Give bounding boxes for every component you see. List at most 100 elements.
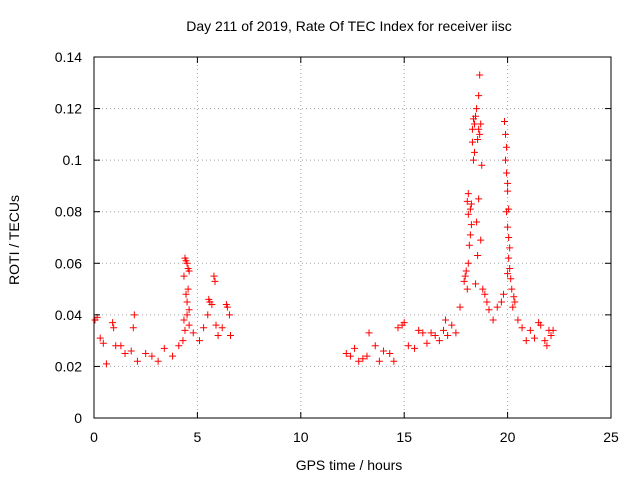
data-point xyxy=(472,112,480,120)
x-tick-label: 25 xyxy=(603,429,619,445)
data-point xyxy=(469,156,477,164)
data-point xyxy=(363,352,371,360)
data-point xyxy=(503,143,511,151)
data-point xyxy=(471,120,479,128)
data-point xyxy=(102,360,110,368)
data-point xyxy=(467,221,475,229)
data-point xyxy=(475,125,483,133)
x-tick-label: 20 xyxy=(500,429,516,445)
data-point xyxy=(154,357,162,365)
data-point xyxy=(427,329,435,337)
data-point xyxy=(189,329,197,337)
x-tick-label: 15 xyxy=(396,429,412,445)
data-point xyxy=(415,326,423,334)
data-point xyxy=(423,339,431,347)
data-point xyxy=(461,272,469,280)
data-point xyxy=(474,252,482,260)
data-point xyxy=(489,316,497,324)
x-tick-label: 10 xyxy=(293,429,309,445)
data-point xyxy=(99,339,107,347)
data-point xyxy=(452,329,460,337)
data-point xyxy=(478,161,486,169)
data-point xyxy=(506,244,514,252)
data-point xyxy=(507,275,515,283)
data-point xyxy=(468,138,476,146)
data-point xyxy=(183,311,191,319)
data-point xyxy=(110,324,118,332)
data-point xyxy=(537,321,545,329)
data-point xyxy=(508,285,516,293)
y-tick-label: 0.02 xyxy=(55,358,82,374)
data-point xyxy=(346,352,354,360)
data-point xyxy=(473,105,481,113)
data-point xyxy=(355,357,363,365)
data-point xyxy=(160,344,168,352)
data-point xyxy=(462,267,470,275)
data-point xyxy=(117,342,125,350)
data-point xyxy=(504,187,512,195)
data-point xyxy=(505,254,513,262)
data-point xyxy=(448,321,456,329)
data-point xyxy=(467,200,475,208)
data-point xyxy=(503,208,511,216)
data-point xyxy=(483,298,491,306)
data-point xyxy=(456,303,464,311)
data-point xyxy=(464,259,472,267)
data-point xyxy=(502,130,510,138)
data-point xyxy=(180,316,188,324)
data-point xyxy=(431,331,439,339)
data-point xyxy=(466,231,474,239)
data-point xyxy=(503,169,511,177)
y-tick-label: 0.14 xyxy=(55,49,82,65)
chart-title: Day 211 of 2019, Rate Of TEC Index for r… xyxy=(186,18,512,34)
y-tick-label: 0.08 xyxy=(55,204,82,220)
x-axis-label: GPS time / hours xyxy=(296,457,403,473)
data-point xyxy=(511,298,519,306)
data-point xyxy=(180,272,188,280)
data-point xyxy=(400,319,408,327)
data-point xyxy=(549,326,557,334)
data-point xyxy=(182,290,190,298)
data-point xyxy=(394,324,402,332)
data-point xyxy=(476,71,484,79)
data-point xyxy=(460,277,468,285)
data-point xyxy=(223,303,231,311)
grid-lines xyxy=(94,57,611,418)
data-point xyxy=(411,344,419,352)
data-point xyxy=(481,290,489,298)
data-point xyxy=(471,148,479,156)
data-point xyxy=(371,342,379,350)
data-point xyxy=(500,117,508,125)
data-point xyxy=(218,324,226,332)
data-point xyxy=(493,303,501,311)
data-point xyxy=(439,326,447,334)
data-point xyxy=(465,241,473,249)
data-point xyxy=(419,329,427,337)
data-point xyxy=(505,234,513,241)
data-point xyxy=(475,92,483,100)
data-point xyxy=(195,337,203,345)
data-point xyxy=(169,352,177,360)
data-point xyxy=(404,342,412,350)
data-point xyxy=(541,337,549,345)
y-axis-label: ROTI / TECUs xyxy=(6,195,22,285)
x-tick-label: 5 xyxy=(194,429,202,445)
data-point xyxy=(518,324,526,332)
data-point xyxy=(184,285,192,293)
data-point xyxy=(208,301,216,309)
x-tick-label: 0 xyxy=(90,429,98,445)
data-point xyxy=(130,311,138,319)
x-axis-ticks: 0 5 10 15 20 25 xyxy=(90,57,619,445)
data-point xyxy=(510,293,518,301)
data-point xyxy=(200,324,208,332)
data-point xyxy=(477,236,485,244)
data-point xyxy=(390,357,398,365)
y-tick-label: 0.06 xyxy=(55,255,82,271)
data-point xyxy=(468,125,476,133)
data-point xyxy=(226,331,234,339)
data-point xyxy=(214,331,222,339)
data-point xyxy=(185,306,193,314)
data-point xyxy=(185,321,193,329)
data-point xyxy=(497,298,505,306)
data-point xyxy=(129,324,137,332)
